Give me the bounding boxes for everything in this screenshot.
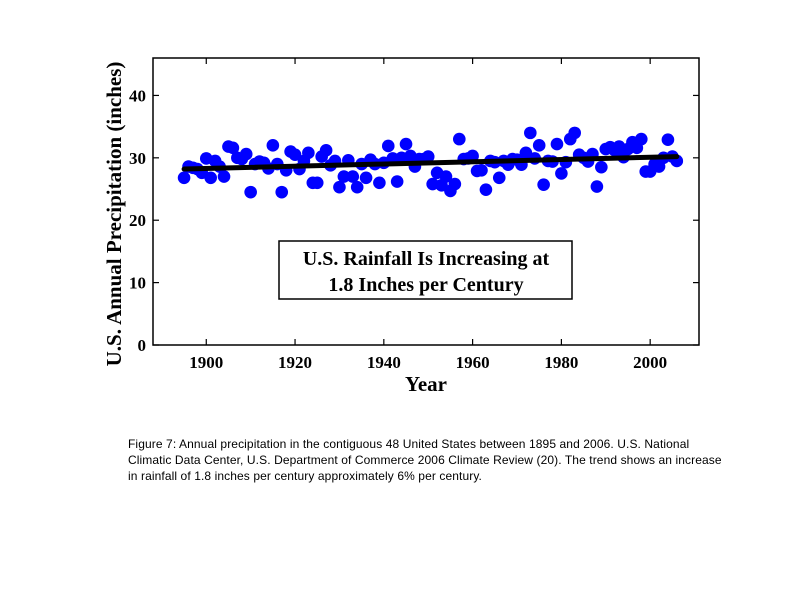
- data-point: [475, 164, 488, 177]
- data-point: [226, 141, 240, 155]
- data-point: [239, 147, 253, 161]
- data-point: [346, 170, 360, 183]
- data-point: [359, 171, 373, 185]
- data-point: [661, 133, 675, 147]
- data-point: [595, 160, 608, 174]
- y-tick-label: 0: [138, 336, 147, 355]
- data-point: [537, 178, 550, 191]
- plot-frame: [152, 57, 700, 346]
- data-point: [439, 170, 453, 183]
- data-point: [524, 126, 537, 140]
- data-point: [310, 176, 324, 190]
- figure-caption: Figure 7: Annual precipitation in the co…: [128, 437, 722, 483]
- data-point: [333, 180, 346, 194]
- data-point: [288, 148, 302, 162]
- data-point: [452, 132, 466, 146]
- data-point: [634, 132, 648, 146]
- data-point: [350, 180, 364, 194]
- data-point: [177, 171, 191, 185]
- x-tick-label: 1980: [544, 353, 578, 372]
- y-tick-label: 40: [129, 86, 146, 105]
- data-point: [275, 185, 289, 199]
- annotation-frame: [278, 240, 573, 300]
- data-point: [319, 144, 333, 157]
- data-point: [244, 185, 257, 199]
- data-point: [479, 183, 493, 196]
- x-tick-label: 1900: [189, 353, 223, 372]
- annotation-line-1: U.S. Rainfall Is Increasing at: [303, 248, 550, 270]
- data-point: [492, 171, 506, 185]
- data-point: [266, 139, 280, 152]
- annotation-box: U.S. Rainfall Is Increasing at 1.8 Inche…: [278, 240, 573, 300]
- data-point: [204, 171, 218, 185]
- trend-line: [181, 154, 680, 172]
- data-point: [568, 126, 582, 140]
- data-point: [532, 139, 546, 152]
- x-tick-label: 1960: [456, 353, 490, 372]
- y-axis-title: U.S. Annual Precipitation (inches): [102, 62, 126, 367]
- y-tick-label: 30: [129, 149, 146, 168]
- data-point: [302, 146, 315, 160]
- x-axis-title: Year: [405, 372, 447, 396]
- data-point: [466, 149, 479, 163]
- data-point: [399, 137, 413, 151]
- x-tick-label: 2000: [633, 353, 667, 372]
- data-point: [550, 137, 564, 151]
- data-point: [448, 177, 462, 191]
- x-tick-label: 1940: [367, 353, 401, 372]
- data-point: [337, 170, 351, 183]
- data-point: [590, 180, 604, 193]
- tick-labels: 1900 1920 1940 1960 1980 2000 0 10 20 30 40: [129, 86, 667, 372]
- y-tick-label: 20: [129, 211, 146, 230]
- data-point: [390, 175, 404, 188]
- axis-ticks: [153, 58, 699, 346]
- data-point: [555, 167, 568, 180]
- data-point: [421, 150, 435, 163]
- annotation-line-2: 1.8 Inches per Century: [328, 274, 523, 296]
- data-point: [373, 176, 386, 190]
- y-tick-label: 10: [129, 274, 146, 293]
- x-tick-label: 1920: [278, 353, 312, 372]
- data-point: [381, 139, 395, 153]
- data-point: [217, 170, 231, 183]
